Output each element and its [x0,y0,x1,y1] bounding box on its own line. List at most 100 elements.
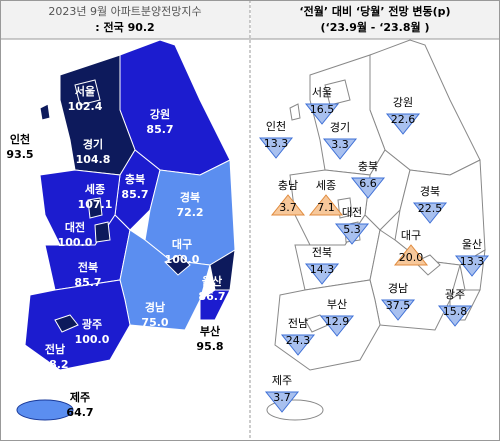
down-triangle [258,137,294,159]
region-value: 100.0 [58,236,93,249]
up-triangle [308,194,344,216]
region-name: 전남 [45,342,65,356]
region-change: 15.8 [443,305,468,318]
region-change: 3.7 [279,201,297,214]
region-name: 광주 [82,318,102,331]
region-change: 12.9 [325,315,350,328]
region-name: 인천 [10,132,30,146]
down-triangle [412,202,448,224]
region-name: 경기 [330,121,350,134]
region-name: 서울 [75,84,95,98]
region-name: 충북 [125,172,145,186]
down-triangle [385,113,421,135]
down-triangle [437,305,473,327]
region-value: 75.0 [141,316,168,329]
region-name: 전북 [312,246,332,259]
region-shape [74,79,101,106]
region-shape [16,399,74,421]
region-change: 7.1 [317,201,335,214]
region-name: 광주 [445,288,465,301]
maps [16,39,486,421]
down-triangle [334,223,370,245]
region-value: 100.0 [75,333,110,346]
region-value: 64.7 [66,406,93,419]
region-shape [54,314,79,333]
down-triangle [322,138,358,160]
up-triangle [270,194,306,216]
region-name: 제주 [272,374,292,387]
region-name: 경북 [180,190,200,204]
region-shape [199,289,231,321]
region-change: 6.6 [359,177,377,190]
region-name: 경북 [420,185,440,198]
region-name: 충북 [358,160,378,173]
region-name: 강원 [393,96,413,109]
down-triangle [304,263,340,285]
region-value: 93.5 [6,148,33,161]
down-triangle [350,177,386,199]
region-value: 72.2 [176,206,203,219]
down-triangle [280,334,316,356]
down-triangle [319,315,355,337]
region-name: 경남 [388,282,408,295]
region-change: 22.6 [391,113,416,126]
left-title: 2023년 9월 아파트분양전망지수 [48,5,201,18]
left-map [16,39,236,421]
down-triangle [304,103,340,125]
right-header-bg [251,1,499,39]
region-name: 대구 [172,237,192,251]
region-value: 85.7 [121,188,148,201]
region-change: 13.3 [460,255,485,268]
right-subtitle: (‘23.9월 - ‘23.8월 ) [321,20,430,34]
region-value: 100.0 [165,253,200,266]
region-change: 13.3 [264,137,289,150]
region-value: 95.8 [196,340,223,353]
region-change: 3.3 [331,138,349,151]
region-shape [324,79,351,106]
right-map [266,39,486,421]
down-triangle [454,255,490,277]
region-change: 16.5 [310,103,335,116]
region-change: 22.5 [418,202,443,215]
region-name: 서울 [312,86,332,99]
region-name: 대전 [342,206,362,219]
region-change: 14.3 [310,263,335,276]
region-name: 제주 [70,390,90,404]
region-name: 전북 [78,260,98,274]
region-name: 세종 [316,179,336,192]
left-subtitle: : 전국 90.2 [95,20,154,34]
region-change: 20.0 [399,251,424,264]
up-triangle [393,244,429,266]
region-value: 104.8 [76,153,111,166]
region-name: 전남 [288,317,308,330]
region-shape [164,254,191,276]
region-name: 부산 [200,324,220,338]
region-value: 102.4 [68,100,103,113]
down-triangle [380,299,416,321]
region-change: 3.7 [273,391,291,404]
region-value: 88.2 [41,358,68,371]
region-change: 37.5 [386,299,411,312]
region-change: 5.3 [343,223,361,236]
region-name: 충남 [10,180,30,194]
region-name: 강원 [150,107,170,121]
region-name: 충남 [278,179,298,192]
region-name: 인천 [266,119,286,133]
region-change: 24.3 [286,334,311,347]
region-shape [39,103,51,121]
left-header-bg [1,1,250,39]
region-name: 부산 [327,298,347,311]
right-title: ‘전월’ 대비 ‘당월’ 전망 변동(p) [299,4,450,18]
region-value: 86.7 [198,290,225,303]
region-value: 107.1 [78,198,113,211]
region-name: 대구 [401,229,421,242]
region-value: 85.7 [146,123,173,136]
region-name: 울산 [202,274,222,288]
region-shape [94,221,111,243]
region-name: 세종 [85,182,105,196]
region-shape [87,197,103,219]
region-name: 대전 [65,220,85,234]
region-name: 울산 [462,238,482,251]
region-value: 85.0 [6,196,33,209]
